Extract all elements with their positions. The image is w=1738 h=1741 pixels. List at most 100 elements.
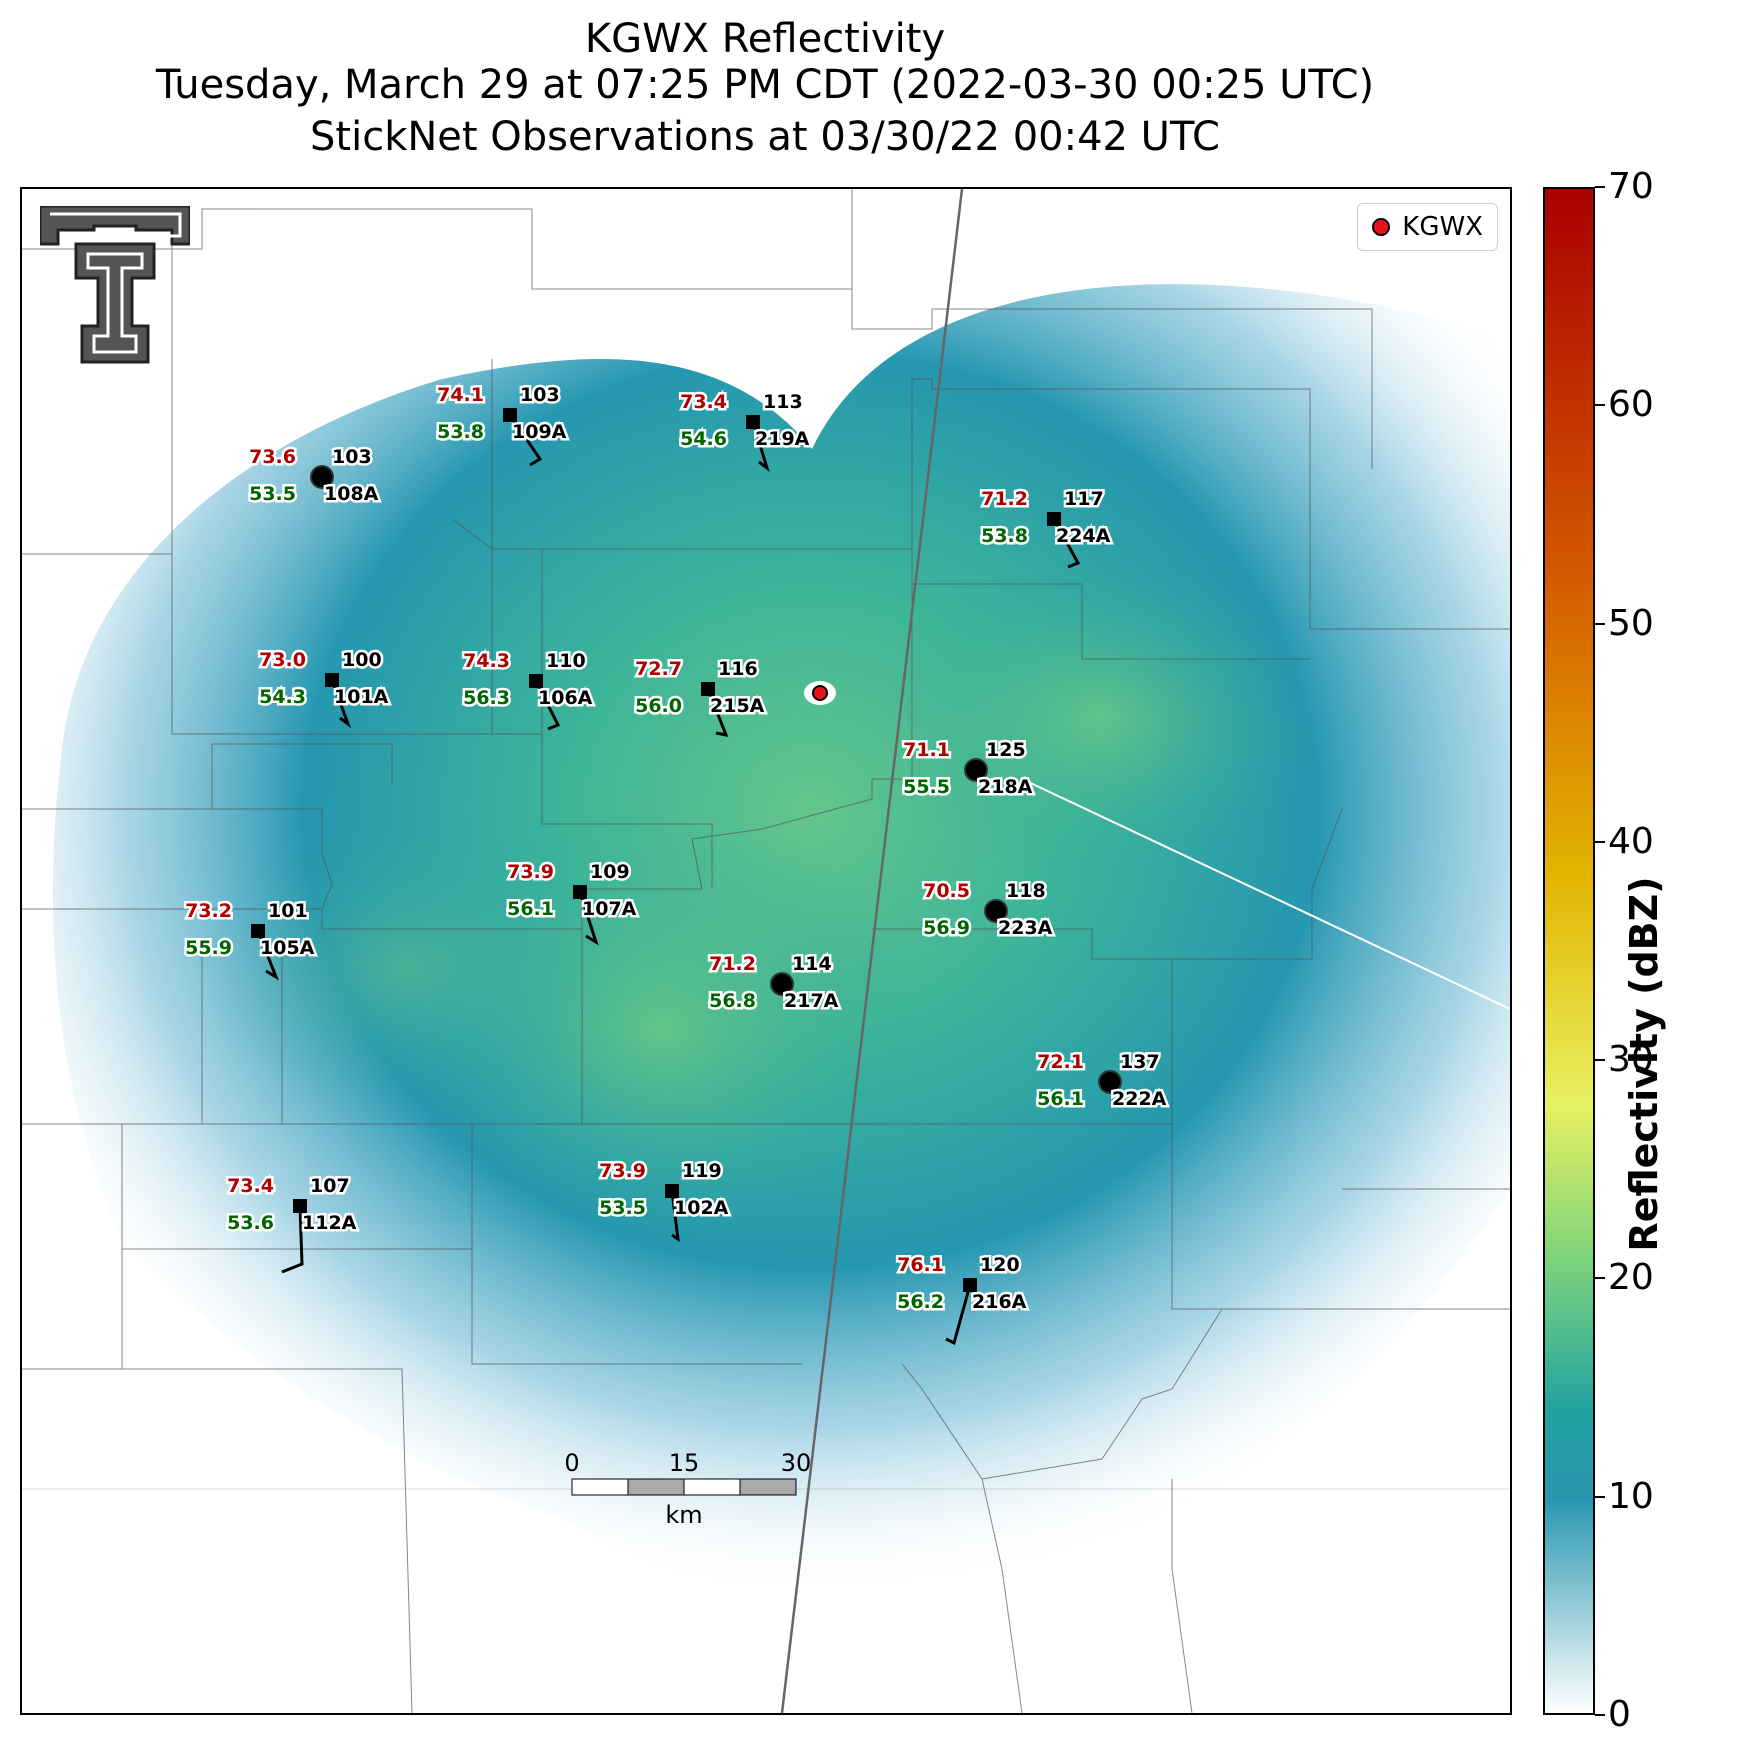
- wind-barb: [534, 680, 561, 731]
- station-dewpoint: 53.8: [437, 421, 484, 443]
- station-108A[interactable]: 73.6 103 53.5 108A: [247, 444, 382, 508]
- station-code: 105A: [260, 937, 315, 959]
- station-219A[interactable]: 73.4 113 54.6 219A: [678, 389, 812, 472]
- station-dewpoint: 54.6: [680, 428, 727, 450]
- station-dewpoint: 56.2: [897, 1291, 944, 1313]
- station-number: 110: [546, 650, 586, 672]
- station-marker-circle: [984, 899, 1008, 923]
- wind-barb: [1052, 518, 1081, 569]
- colorbar-tick-label: 60: [1608, 384, 1654, 426]
- title-line-3: StickNet Observations at 03/30/22 00:42 …: [310, 114, 1220, 160]
- station-number: 113: [763, 391, 803, 413]
- colorbar-tick-label: 10: [1608, 1475, 1654, 1517]
- station-217A[interactable]: 71.2 114 56.8 217A: [707, 951, 842, 1015]
- station-number: 103: [520, 384, 560, 406]
- station-223A[interactable]: 70.5 118 56.9 223A: [921, 878, 1056, 942]
- scalebar-label-0: 0: [564, 1449, 579, 1477]
- station-101A[interactable]: 73.0 100 54.3 101A: [257, 647, 391, 729]
- station-number: 119: [682, 1160, 722, 1182]
- station-112A[interactable]: 73.4 107 53.6 112A: [225, 1173, 359, 1274]
- station-dewpoint: 56.0: [635, 695, 682, 717]
- wind-barb: [670, 1190, 680, 1243]
- colorbar-tick-label: 70: [1608, 166, 1654, 207]
- colorbar-label: Reflectivity (dBZ): [1622, 876, 1666, 1252]
- station-number: 103: [332, 446, 372, 468]
- county-boundaries: [22, 189, 1510, 1713]
- colorbar-tick: [1595, 622, 1605, 625]
- colorbar-tick: [1595, 1059, 1605, 1062]
- station-215A[interactable]: 72.7 116 56.0 215A: [633, 656, 767, 738]
- station-code: 106A: [538, 687, 593, 709]
- station-temperature: 73.9: [507, 861, 554, 883]
- station-number: 114: [792, 953, 832, 975]
- station-code: 107A: [582, 898, 637, 920]
- station-marker-square: [701, 682, 715, 696]
- station-code: 216A: [972, 1291, 1027, 1313]
- station-code: 101A: [334, 686, 389, 708]
- station-number: 125: [986, 739, 1026, 761]
- scalebar-unit: km: [665, 1501, 702, 1529]
- station-temperature: 73.2: [185, 900, 232, 922]
- station-number: 117: [1064, 488, 1104, 510]
- station-dewpoint: 56.3: [463, 687, 510, 709]
- station-dewpoint: 56.1: [507, 898, 554, 920]
- wind-barb: [508, 414, 543, 467]
- station-temperature: 72.1: [1037, 1051, 1084, 1073]
- station-marker-square: [665, 1184, 679, 1198]
- station-code: 219A: [755, 428, 810, 450]
- station-number: 107: [310, 1175, 350, 1197]
- station-temperature: 73.9: [599, 1160, 646, 1182]
- station-105A[interactable]: 73.2 101 55.9 105A: [183, 898, 317, 981]
- colorbar-tick-label: 30: [1608, 1039, 1654, 1081]
- station-marker-square: [963, 1278, 977, 1292]
- colorbar-tick-label: 40: [1608, 820, 1654, 862]
- station-marker-circle: [770, 972, 794, 996]
- radar-map-canvas: 74.1 103 53.8 109A 73.4 113 54.6 219A 73.6 103 53.…: [22, 189, 1510, 1713]
- station-marker-square: [293, 1199, 307, 1213]
- colorbar: [1543, 187, 1595, 1715]
- station-temperature: 72.7: [635, 658, 682, 680]
- scale-bar: 0 15 30 km: [564, 1449, 811, 1529]
- station-dewpoint: 53.5: [249, 483, 296, 505]
- station-224A[interactable]: 71.2 117 53.8 224A: [979, 486, 1113, 569]
- station-temperature: 73.6: [249, 446, 296, 468]
- radar-map[interactable]: 74.1 103 53.8 109A 73.4 113 54.6 219A 73.6 103 53.…: [20, 187, 1512, 1715]
- station-temperature: 74.1: [437, 384, 484, 406]
- reflectivity-echoes: [52, 284, 1510, 1600]
- kgwx-radar-marker: [812, 685, 828, 701]
- wind-barb: [945, 1284, 972, 1346]
- wind-barb: [281, 1205, 304, 1274]
- station-dewpoint: 54.3: [259, 686, 306, 708]
- colorbar-tick-label: 20: [1608, 1257, 1654, 1299]
- station-dewpoint: 56.9: [923, 917, 970, 939]
- station-temperature: 71.1: [903, 739, 950, 761]
- station-216A[interactable]: 76.1 120 56.2 216A: [895, 1252, 1029, 1346]
- station-107A[interactable]: 73.9 109 56.1 107A: [505, 859, 639, 946]
- wind-barb: [256, 930, 279, 981]
- station-106A[interactable]: 74.3 110 56.3 106A: [461, 648, 595, 731]
- wind-barb: [578, 891, 599, 946]
- station-marker-square: [746, 415, 760, 429]
- station-code: 218A: [978, 776, 1033, 798]
- station-code: 224A: [1056, 525, 1111, 547]
- station-temperature: 73.0: [259, 649, 306, 671]
- station-number: 137: [1120, 1051, 1160, 1073]
- station-code: 109A: [512, 421, 567, 443]
- station-102A[interactable]: 73.9 119 53.5 102A: [597, 1158, 731, 1243]
- station-dewpoint: 55.5: [903, 776, 950, 798]
- station-marker-circle: [310, 465, 334, 489]
- station-marker-circle: [964, 758, 988, 782]
- station-code: 108A: [324, 483, 379, 505]
- station-number: 116: [718, 658, 758, 680]
- radar-beam-artifact: [1021, 778, 1510, 1010]
- station-number: 109: [590, 861, 630, 883]
- wind-barb: [751, 421, 770, 472]
- station-marker-square: [1047, 512, 1061, 526]
- station-109A[interactable]: 74.1 103 53.8 109A: [435, 382, 569, 467]
- station-number: 118: [1006, 880, 1046, 902]
- scalebar-label-15: 15: [669, 1449, 700, 1477]
- station-222A[interactable]: 72.1 137 56.1 222A: [1035, 1049, 1170, 1113]
- station-dewpoint: 53.5: [599, 1197, 646, 1219]
- station-218A[interactable]: 71.1 125 55.5 218A: [901, 737, 1036, 801]
- wind-barb: [706, 688, 729, 738]
